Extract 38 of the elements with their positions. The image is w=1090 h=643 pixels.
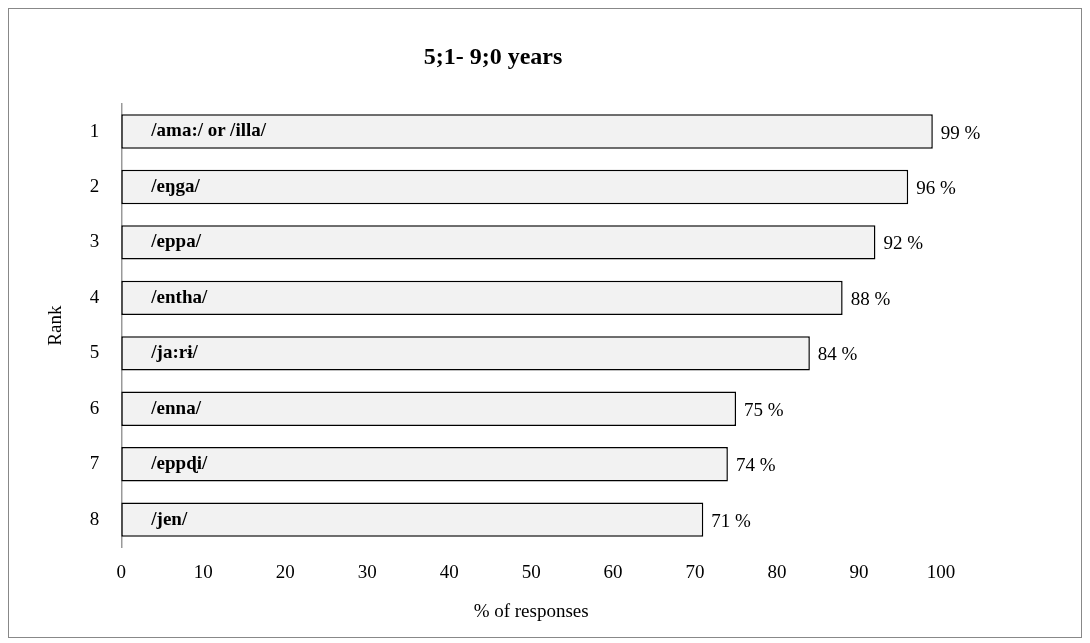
y-tick-label: 5 [89, 341, 100, 363]
annotation: /entha/ [150, 285, 208, 307]
x-tick-label: 70 [685, 560, 705, 582]
x-tick-label: 60 [603, 560, 623, 582]
data-label: 75 % [744, 398, 784, 420]
data-label: 92 % [883, 232, 924, 254]
y-tick-label: 3 [89, 230, 100, 252]
y-tick-label: 7 [89, 452, 100, 474]
x-tick-label: 80 [767, 560, 787, 582]
annotation: /eŋga/ [150, 174, 201, 196]
data-label: 71 % [711, 509, 752, 531]
annotation: /enna/ [150, 396, 202, 418]
annotation: /ja:rɨ/ [150, 341, 199, 363]
annotation: /eppɖi/ [150, 452, 208, 474]
y-tick-label: 6 [89, 396, 100, 418]
x-tick-label: 20 [275, 560, 295, 582]
data-label: 84 % [817, 343, 858, 365]
data-label: 88 % [850, 287, 891, 309]
y-tick-label: 2 [89, 174, 100, 196]
y-tick-label: 8 [89, 507, 100, 529]
x-tick-label: 40 [439, 560, 459, 582]
x-tick-label: 90 [849, 560, 869, 582]
x-tick-label: 50 [521, 560, 541, 582]
x-tick-label: 10 [193, 560, 213, 582]
x-tick-label: 100 [926, 560, 956, 582]
data-label: 96 % [916, 176, 956, 198]
annotation: /ama:/ or /illa/ [150, 119, 267, 141]
x-tick-label: 30 [357, 560, 377, 582]
data-label: 99 % [940, 121, 981, 143]
chart-title: 5;1- 9;0 years [423, 42, 563, 69]
y-tick-label: 4 [89, 285, 100, 307]
y-axis-title: Rank [44, 305, 66, 346]
data-label: 74 % [735, 454, 776, 476]
x-tick-label: 0 [116, 560, 127, 582]
x-axis-title: % of responses [473, 599, 589, 621]
annotation: /eppa/ [150, 230, 202, 252]
annotation: /jen/ [150, 507, 188, 529]
y-tick-label: 1 [89, 119, 100, 141]
